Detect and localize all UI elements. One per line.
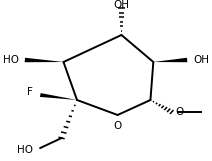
Polygon shape: [25, 58, 64, 62]
Text: OH: OH: [193, 55, 209, 65]
Text: HO: HO: [17, 145, 33, 155]
Polygon shape: [153, 58, 187, 62]
Text: F: F: [27, 87, 33, 97]
Text: OH: OH: [113, 0, 130, 10]
Polygon shape: [40, 93, 77, 100]
Text: O: O: [113, 121, 122, 131]
Text: HO: HO: [3, 55, 19, 65]
Text: O: O: [176, 107, 184, 117]
